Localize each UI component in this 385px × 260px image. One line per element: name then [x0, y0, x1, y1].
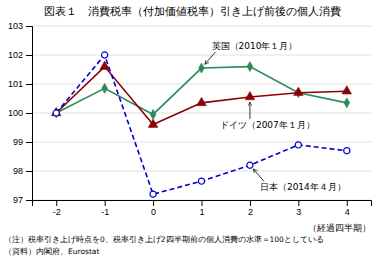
- point: [294, 87, 304, 95]
- tick-mark: [202, 200, 203, 206]
- point: [247, 162, 253, 168]
- grid-line: [32, 113, 371, 114]
- tick-label: 0: [151, 207, 156, 217]
- tick-label: 4: [345, 207, 350, 217]
- annotations: 英国（2010年１月） ドイツ（2007年１月） 日本（2014年４月）: [205, 41, 346, 192]
- tick: 97: [13, 195, 32, 205]
- series-points: [53, 52, 350, 197]
- axis-line: [33, 201, 372, 207]
- point: [197, 97, 207, 105]
- marks: [51, 52, 351, 197]
- tick: 3: [296, 200, 301, 217]
- tick: 99: [13, 137, 32, 147]
- axis-line: [26, 27, 33, 201]
- tick-mark: [56, 200, 57, 206]
- tick-label: 101: [8, 79, 23, 89]
- point: [198, 178, 204, 184]
- title: 図表１ 消費税率（付加価値税率）引き上げ前後の個人消費: [44, 5, 341, 18]
- annotation-arrow: [253, 169, 264, 181]
- point: [342, 86, 352, 94]
- tick-label: 98: [13, 166, 23, 176]
- tick-label: 97: [13, 195, 23, 205]
- point: [150, 109, 156, 119]
- annotation-arrow: [249, 102, 250, 119]
- tick-mark: [26, 26, 32, 27]
- tick-mark: [26, 55, 32, 56]
- tick: 0: [151, 200, 156, 217]
- series-line: [56, 67, 347, 115]
- tick-label: 3: [296, 207, 301, 217]
- note: （注）税率引き上げ時点を0、税率引き上げ2四半期前の個人消費の水準＝100として…: [4, 235, 324, 244]
- y-axis: 97 98 99 100 101 102 103: [8, 21, 33, 205]
- tick-mark: [153, 200, 154, 206]
- point: [245, 92, 255, 100]
- x-axis-label: （経過四半期）: [308, 223, 371, 233]
- point: [102, 83, 108, 93]
- x-axis: -2 -1 0 1 2 3 4: [33, 200, 372, 217]
- tick-label: 2: [248, 207, 253, 217]
- point: [199, 63, 205, 73]
- note: （資料）内閣府、Eurostat: [4, 247, 99, 256]
- point: [53, 110, 59, 116]
- tick-label: 102: [8, 50, 23, 60]
- tick: 2: [248, 200, 253, 217]
- tick-mark: [250, 200, 251, 206]
- grid-line: [32, 84, 371, 85]
- point: [148, 119, 158, 127]
- series-points: [51, 61, 351, 127]
- annotation: ドイツ（2007年１月）: [220, 120, 315, 130]
- tick-label: -1: [101, 207, 109, 217]
- tick: -2: [53, 200, 61, 217]
- annotation-arrow: [205, 52, 216, 64]
- point: [51, 107, 61, 115]
- tick: 101: [8, 79, 32, 89]
- point: [150, 191, 156, 197]
- grid-line: [32, 142, 371, 143]
- point: [344, 98, 350, 108]
- point: [102, 52, 108, 58]
- tick: 4: [345, 200, 350, 217]
- chart: -2 -1 0 1 2 3 4 97 98 99 100 101 102 103 英国（2010年１月） ドイ…: [0, 0, 385, 260]
- tick: -1: [101, 200, 109, 217]
- tick: 102: [8, 50, 32, 60]
- tick-label: 1: [199, 207, 204, 217]
- tick: 103: [8, 21, 32, 31]
- point: [295, 142, 301, 148]
- tick-mark: [347, 200, 348, 206]
- series-line: [56, 55, 347, 194]
- tick: 1: [199, 200, 204, 217]
- tick-mark: [105, 200, 106, 206]
- series-line: [56, 67, 347, 125]
- tick-label: 99: [13, 137, 23, 147]
- point: [344, 148, 350, 154]
- tick: 98: [13, 166, 32, 176]
- point: [247, 62, 253, 72]
- grid-line: [32, 26, 371, 27]
- tick-label: 103: [8, 21, 23, 31]
- tick-label: -2: [53, 207, 61, 217]
- grid-line: [32, 171, 371, 172]
- series-points: [53, 62, 349, 120]
- annotation: 英国（2010年１月）: [212, 41, 298, 51]
- annotation: 日本（2014年４月）: [260, 182, 346, 192]
- grid: [32, 26, 371, 200]
- tick: 100: [8, 108, 32, 118]
- tick-label: 100: [8, 108, 23, 118]
- tick-mark: [26, 200, 32, 201]
- grid-line: [32, 55, 371, 56]
- tick-mark: [26, 171, 32, 172]
- plot: -2 -1 0 1 2 3 4 97 98 99 100 101 102 103 英国（2010年１月） ドイ…: [8, 21, 372, 233]
- tick-mark: [298, 200, 299, 206]
- tick-mark: [26, 142, 32, 143]
- tick-mark: [26, 113, 32, 114]
- tick-mark: [26, 84, 32, 85]
